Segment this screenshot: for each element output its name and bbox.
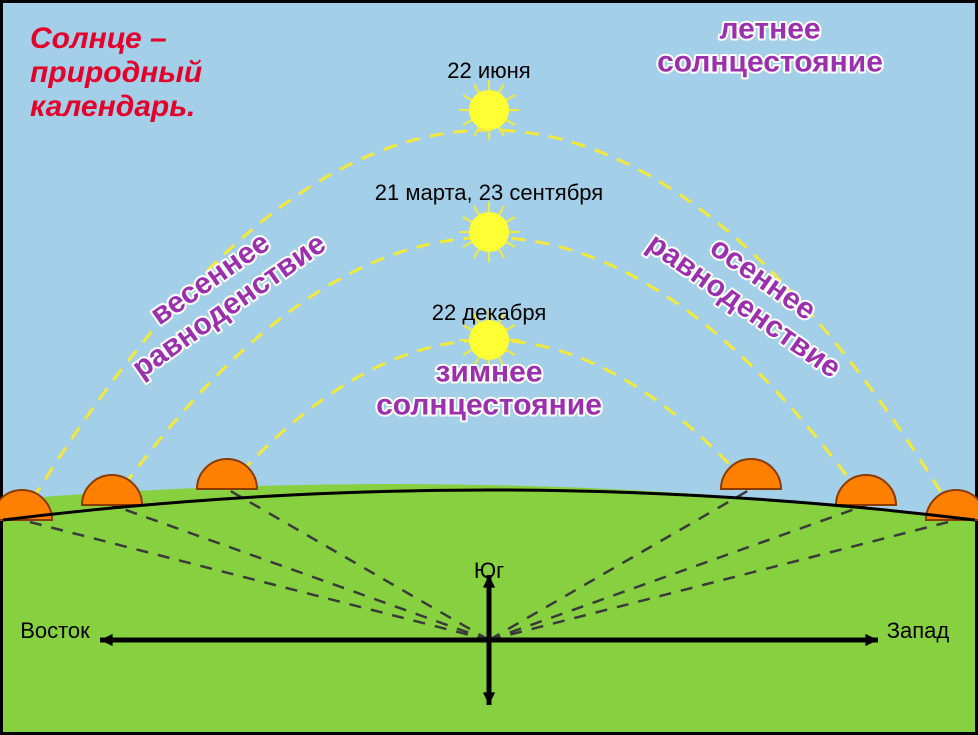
compass-label-west: Запад (718, 618, 978, 644)
title-line1: Солнце – (30, 22, 202, 56)
svg-text:солнцестояние: солнцестояние (376, 389, 602, 422)
compass-label-south: Юг (289, 558, 689, 584)
date-label-equinox: 21 марта, 23 сентября (289, 180, 689, 206)
date-label-jun22: 22 июня (289, 58, 689, 84)
compass-label-east: Восток (0, 618, 255, 644)
title-line3: календарь. (30, 90, 202, 124)
date-label-dec22: 22 декабря (289, 300, 689, 326)
diagram-title: Солнце – природный календарь. (30, 22, 202, 124)
title-line2: природный (30, 56, 202, 90)
svg-text:зимнее: зимнее (435, 356, 542, 389)
compass-label-north: Север (289, 728, 689, 735)
svg-text:солнцестояние: солнцестояние (657, 46, 883, 79)
svg-text:летнее: летнее (719, 13, 820, 46)
